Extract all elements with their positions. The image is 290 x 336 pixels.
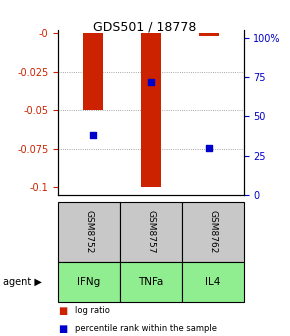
Text: ■: ■ (58, 324, 67, 334)
Text: IFNg: IFNg (77, 277, 101, 287)
Point (90, 133, 95, 138)
Text: GSM8757: GSM8757 (146, 210, 155, 254)
Bar (199, 33, 219, 36)
Text: GSM8752: GSM8752 (84, 210, 93, 254)
Point (206, 145, 211, 151)
Text: agent ▶: agent ▶ (3, 277, 42, 287)
Text: GSM8762: GSM8762 (208, 210, 217, 254)
Text: TNFa: TNFa (138, 277, 164, 287)
Bar (83, 33, 103, 110)
Point (148, 79, 153, 85)
Text: ■: ■ (58, 306, 67, 316)
Text: log ratio: log ratio (75, 306, 110, 315)
Text: IL4: IL4 (205, 277, 220, 287)
Text: percentile rank within the sample: percentile rank within the sample (75, 324, 218, 333)
Bar (141, 33, 161, 187)
Text: GDS501 / 18778: GDS501 / 18778 (93, 20, 197, 33)
